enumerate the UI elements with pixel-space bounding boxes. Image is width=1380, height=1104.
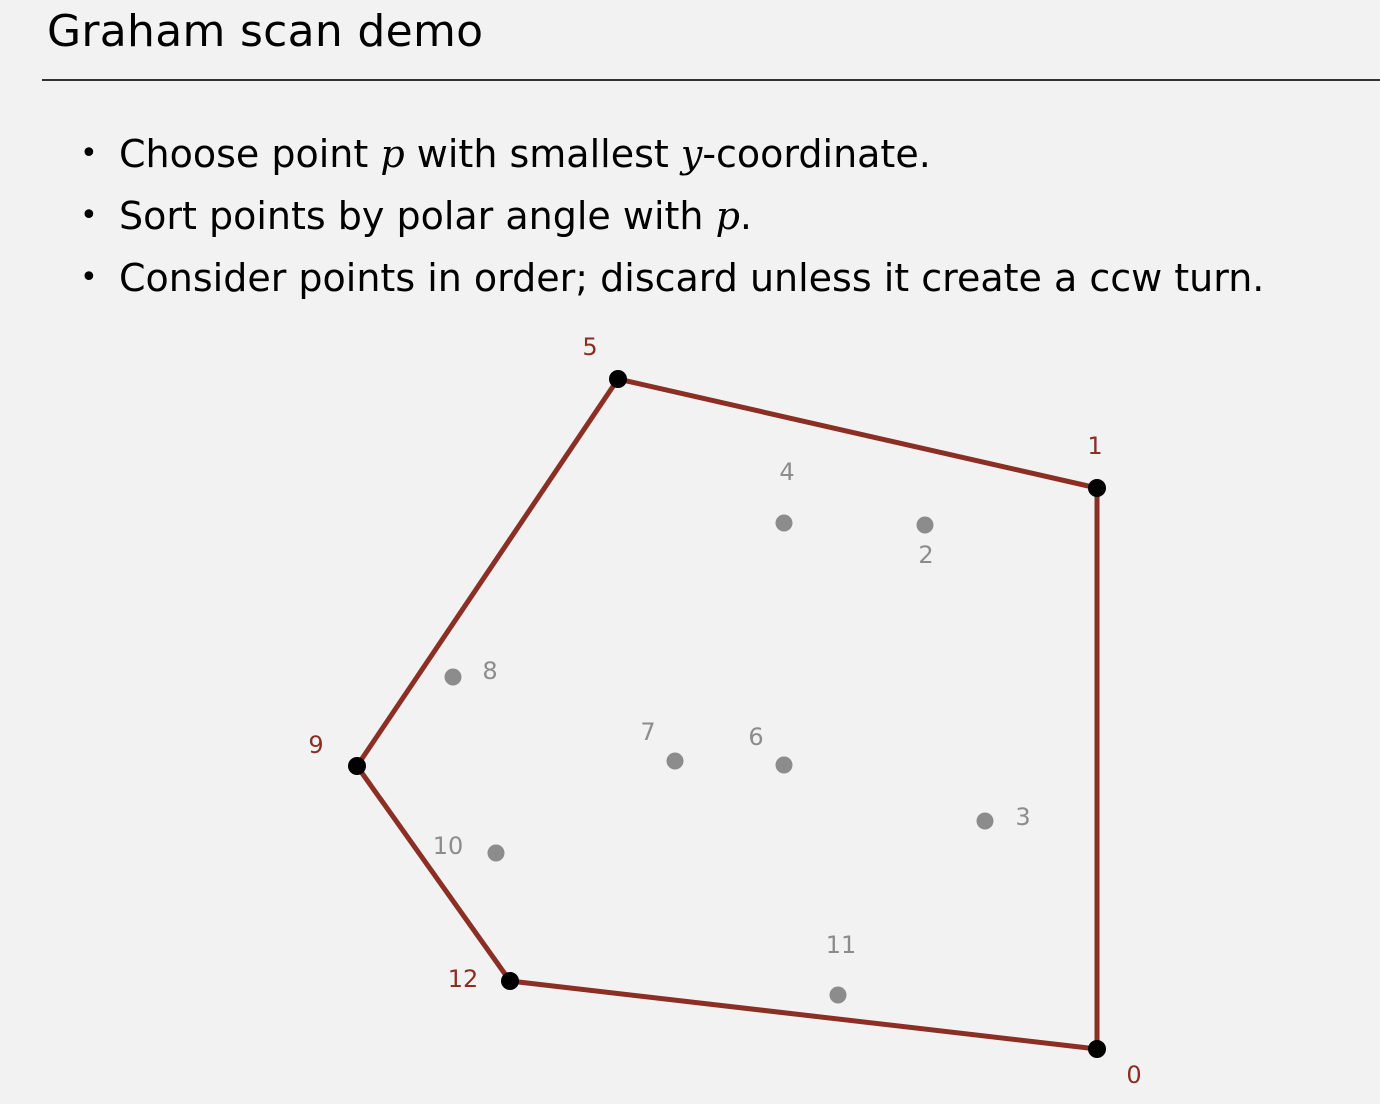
point-label-0: 0: [1126, 1061, 1141, 1089]
point-label-4: 4: [779, 458, 794, 486]
hull-point-1: [1088, 479, 1106, 497]
hull-point-12: [501, 972, 519, 990]
bullet-text: Choose point: [119, 132, 381, 176]
point-label-9: 9: [308, 731, 323, 759]
bullet-text: -coordinate.: [702, 132, 931, 176]
hull-point-9: [348, 757, 366, 775]
bullet-item-1: • Choose point p with smallest y-coordin…: [80, 128, 1264, 190]
point-label-12: 12: [448, 965, 479, 993]
bullet-item-3: • Consider points in order; discard unle…: [80, 252, 1264, 314]
point-label-1: 1: [1087, 432, 1102, 460]
title-divider: [42, 79, 1380, 81]
point-label-8: 8: [482, 657, 497, 685]
interior-point-7: [666, 752, 684, 770]
interior-point-10: [487, 844, 505, 862]
point-label-3: 3: [1015, 803, 1030, 831]
point-label-5: 5: [582, 333, 597, 361]
bullet-marker: •: [80, 198, 98, 233]
point-label-10: 10: [433, 832, 464, 860]
bullet-text: with smallest: [404, 132, 681, 176]
convex-hull-edges: [354, 376, 1100, 1052]
interior-point-4: [775, 514, 793, 532]
bullet-text: Consider points in order; discard unless…: [119, 256, 1265, 300]
hull-point-0: [1088, 1040, 1106, 1058]
bullet-list: • Choose point p with smallest y-coordin…: [80, 128, 1264, 314]
math-var-p: p: [715, 194, 740, 238]
bullet-text: .: [739, 194, 752, 238]
math-var-p: p: [380, 132, 405, 176]
hull-point-5: [609, 370, 627, 388]
bullet-item-2: • Sort points by polar angle with p.: [80, 190, 1264, 252]
math-var-y: y: [680, 132, 703, 176]
point-label-7: 7: [640, 718, 655, 746]
interior-point-8: [444, 668, 462, 686]
bullet-text: Sort points by polar angle with: [119, 194, 716, 238]
interior-point-6: [775, 756, 793, 774]
point-label-2: 2: [918, 541, 933, 569]
bullet-marker: •: [80, 260, 98, 295]
point-label-6: 6: [748, 723, 763, 751]
interior-point-11: [829, 986, 847, 1004]
interior-point-2: [916, 516, 934, 534]
interior-point-3: [976, 812, 994, 830]
slide-title: Graham scan demo: [47, 6, 484, 57]
point-label-11: 11: [826, 931, 857, 959]
bullet-marker: •: [80, 136, 98, 171]
